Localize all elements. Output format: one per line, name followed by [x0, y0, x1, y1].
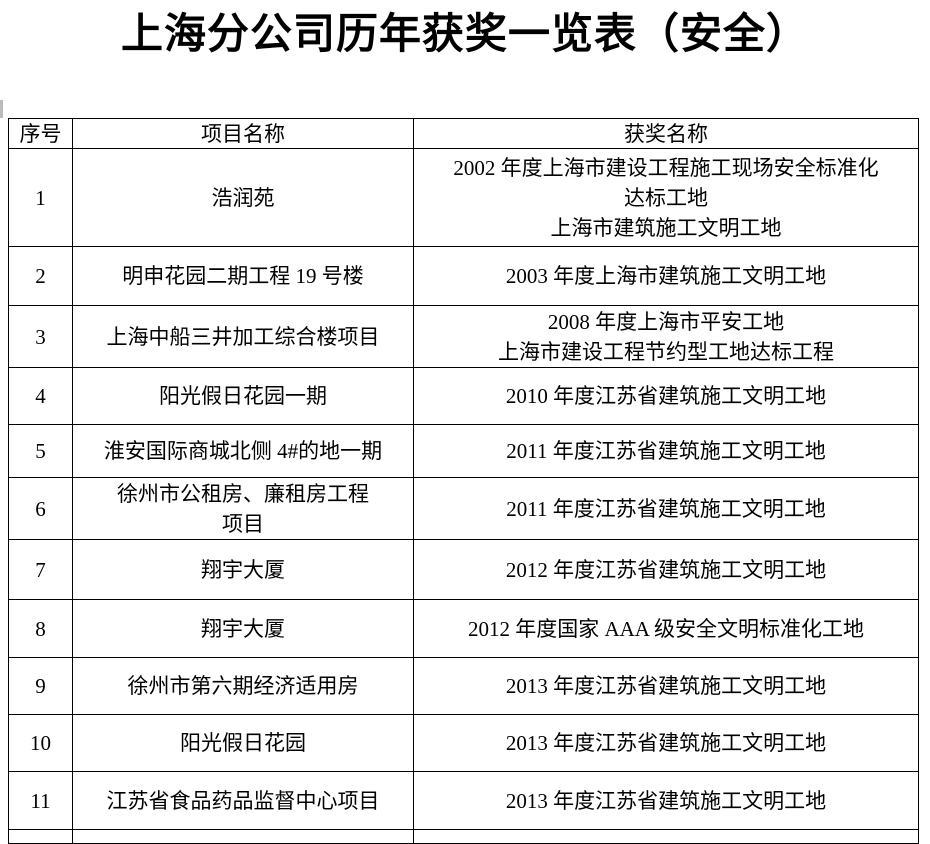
cell-text-line: 阳光假日花园一期 [159, 384, 327, 408]
award-name-cell: 2008 年度上海市平安工地上海市建设工程节约型工地达标工程 [413, 305, 919, 368]
award-name-cell: 2002 年度上海市建设工程施工现场安全标准化 达标工地上海市建筑施工文明工地 [413, 148, 919, 247]
empty-cell [72, 829, 414, 844]
table-row: 4 阳光假日花园一期 2010 年度江苏省建筑施工文明工地 [8, 367, 919, 425]
table-body: 1 浩润苑 2002 年度上海市建设工程施工现场安全标准化 达标工地上海市建筑施工文明… [8, 148, 919, 844]
awards-table: 序号 项目名称 获奖名称 1 浩润苑 2002 年度上海市建设工程施工现场安全标准化… [8, 118, 919, 844]
row-number-cell: 8 [8, 599, 73, 658]
project-name-cell: 徐州市公租房、廉租房工程 项目 [72, 477, 414, 540]
project-name-cell: 阳光假日花园一期 [72, 367, 414, 425]
cell-text-line: 2013 年度江苏省建筑施工文明工地 [505, 788, 827, 813]
row-number-cell: 1 [8, 148, 73, 247]
project-name-cell: 上海中船三井加工综合楼项目 [72, 305, 414, 368]
project-name-cell: 翔宇大厦 [72, 539, 414, 600]
cell-text-line: 2012 年度国家 AAA 级安全文明标准化工地 [467, 616, 865, 641]
award-name-cell: 2013 年度江苏省建筑施工文明工地 [413, 714, 919, 772]
empty-cell [413, 829, 919, 844]
project-name-cell: 江苏省食品药品监督中心项目 [72, 771, 414, 830]
cell-text-line: 2003 年度上海市建筑施工文明工地 [505, 264, 827, 288]
empty-cell [8, 829, 73, 844]
row-number-cell: 7 [8, 539, 73, 600]
cell-text-line: 项目 [222, 511, 264, 536]
cell-text-line: 明申花园二期工程 19 号楼 [122, 264, 364, 288]
row-number-cell: 11 [8, 771, 73, 830]
column-header-award: 获奖名称 [413, 118, 919, 149]
table-row-partial [8, 829, 919, 844]
cell-text-line: 江苏省食品药品监督中心项目 [106, 788, 380, 813]
table-row: 5 淮安国际商城北侧 4#的地一期 2011 年度江苏省建筑施工文明工地 [8, 424, 919, 478]
cell-text-line: 2002 年度上海市建设工程施工现场安全标准化 [453, 155, 879, 180]
cell-text-line: 徐州市第六期经济适用房 [127, 674, 359, 698]
project-name-cell: 淮安国际商城北侧 4#的地一期 [72, 424, 414, 478]
award-name-cell: 2010 年度江苏省建筑施工文明工地 [413, 367, 919, 425]
row-number-cell: 9 [8, 657, 73, 715]
row-number-cell: 3 [8, 305, 73, 368]
row-number-cell: 5 [8, 424, 73, 478]
project-name-cell: 浩润苑 [72, 148, 414, 247]
table-row: 10 阳光假日花园 2013 年度江苏省建筑施工文明工地 [8, 714, 919, 772]
table-row: 11 江苏省食品药品监督中心项目 2013 年度江苏省建筑施工文明工地 [8, 771, 919, 830]
cell-text-line: 淮安国际商城北侧 4#的地一期 [103, 439, 383, 463]
row-number-cell: 4 [8, 367, 73, 425]
column-header-project: 项目名称 [72, 118, 414, 149]
award-name-cell: 2011 年度江苏省建筑施工文明工地 [413, 477, 919, 540]
award-name-cell: 2003 年度上海市建筑施工文明工地 [413, 246, 919, 306]
cell-text-line: 2011 年度江苏省建筑施工文明工地 [506, 496, 826, 521]
cell-text-line: 2012 年度江苏省建筑施工文明工地 [505, 557, 827, 582]
project-name-cell: 徐州市第六期经济适用房 [72, 657, 414, 715]
cell-text-line: 上海市建筑施工文明工地 [550, 215, 782, 240]
table-row: 1 浩润苑 2002 年度上海市建设工程施工现场安全标准化 达标工地上海市建筑施工文明… [8, 148, 919, 247]
table-row: 2 明申花园二期工程 19 号楼 2003 年度上海市建筑施工文明工地 [8, 246, 919, 306]
row-number-cell: 6 [8, 477, 73, 540]
cell-text-line: 达标工地 [624, 185, 708, 210]
cell-text-line: 2008 年度上海市平安工地 [547, 309, 785, 334]
award-name-cell: 2013 年度江苏省建筑施工文明工地 [413, 771, 919, 830]
project-name-cell: 明申花园二期工程 19 号楼 [72, 246, 414, 306]
project-name-cell: 翔宇大厦 [72, 599, 414, 658]
table-row: 9 徐州市第六期经济适用房 2013 年度江苏省建筑施工文明工地 [8, 657, 919, 715]
column-header-no: 序号 [8, 118, 73, 149]
award-name-cell: 2013 年度江苏省建筑施工文明工地 [413, 657, 919, 715]
award-name-cell: 2012 年度江苏省建筑施工文明工地 [413, 539, 919, 600]
project-name-cell: 阳光假日花园 [72, 714, 414, 772]
cell-text-line: 徐州市公租房、廉租房工程 [117, 481, 369, 506]
table-row: 3 上海中船三井加工综合楼项目 2008 年度上海市平安工地上海市建设工程节约型工地… [8, 305, 919, 368]
table-row: 8 翔宇大厦 2012 年度国家 AAA 级安全文明标准化工地 [8, 599, 919, 658]
cell-text-line: 上海中船三井加工综合楼项目 [106, 324, 380, 349]
row-number-cell: 2 [8, 246, 73, 306]
cell-text-line: 2013 年度江苏省建筑施工文明工地 [505, 731, 827, 755]
row-number-cell: 10 [8, 714, 73, 772]
cell-text-line: 上海市建设工程节约型工地达标工程 [498, 339, 834, 364]
header-row: 序号 项目名称 获奖名称 [8, 118, 919, 149]
cell-text-line: 浩润苑 [211, 185, 275, 210]
document-title: 上海分公司历年获奖一览表（安全） [120, 12, 809, 58]
table-row: 6 徐州市公租房、廉租房工程 项目 2011 年度江苏省建筑施工文明工地 [8, 477, 919, 540]
cell-text-line: 翔宇大厦 [201, 616, 285, 641]
table-row: 7 翔宇大厦 2012 年度江苏省建筑施工文明工地 [8, 539, 919, 600]
cell-text-line: 2011 年度江苏省建筑施工文明工地 [506, 439, 826, 463]
cell-text-line: 阳光假日花园 [180, 731, 306, 755]
cell-text-line: 2010 年度江苏省建筑施工文明工地 [505, 384, 827, 408]
award-name-cell: 2012 年度国家 AAA 级安全文明标准化工地 [413, 599, 919, 658]
cell-text-line: 翔宇大厦 [201, 557, 285, 582]
award-name-cell: 2011 年度江苏省建筑施工文明工地 [413, 424, 919, 478]
cell-text-line: 2013 年度江苏省建筑施工文明工地 [505, 674, 827, 698]
margin-tick [0, 100, 3, 118]
